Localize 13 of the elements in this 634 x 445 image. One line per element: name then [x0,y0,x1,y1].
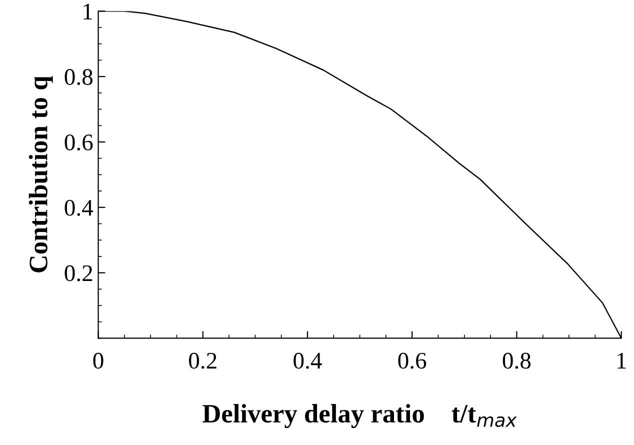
y-tick-label: 0.6 [64,134,93,150]
y-tick-label: 1 [84,4,92,20]
x-tick-label: 0.8 [502,352,531,369]
x-tick-label: 1 [617,352,626,368]
x-tick-label: 0 [93,352,104,369]
y-tick-label: 0.2 [64,265,92,282]
y-tick-label: 0.4 [64,200,94,216]
y-axis-title: Contribution to q [28,76,53,272]
x-tick-label: 0.4 [294,352,322,369]
y-tick-label: 0.8 [64,69,93,86]
x-tick-label: 0.6 [398,352,426,369]
x-axis-title: Delivery delay ratio t/t$_{max}$ [202,404,517,428]
x-tick-label: 0.2 [189,352,216,369]
